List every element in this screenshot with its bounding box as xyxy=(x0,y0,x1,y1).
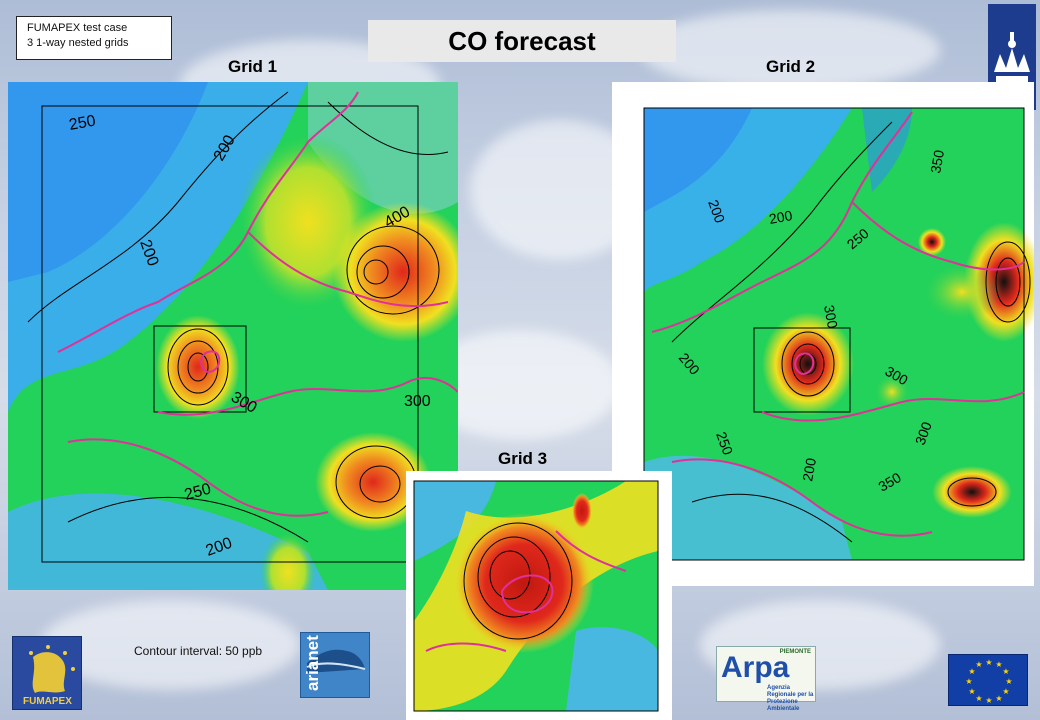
grid2-contour-label: 200 xyxy=(799,457,819,483)
grid1-contour-label: 250 xyxy=(68,113,97,134)
arianet-logo-text: arianet xyxy=(303,635,322,691)
test-case-info-box: FUMAPEX test case 3 1-way nested grids xyxy=(16,16,172,60)
grid1-contour-label: 250 xyxy=(183,481,213,504)
grid2-contour-label: 300 xyxy=(912,419,935,447)
svg-text:★: ★ xyxy=(975,660,982,669)
grid2-contour-label: 350 xyxy=(927,149,947,175)
grid2-map: 350 200 200 250 300 200 300 250 200 300 … xyxy=(612,82,1034,586)
svg-text:★: ★ xyxy=(975,694,982,703)
grid2-contour-label: 200 xyxy=(705,198,728,226)
grid2-contour-label: 250 xyxy=(713,430,736,458)
arpa-piemonte-logo: PIEMONTE Arpa Agenzia Regionale per la P… xyxy=(716,646,816,712)
background-cloud xyxy=(40,600,300,690)
svg-text:★: ★ xyxy=(1002,667,1009,676)
grid1-label: Grid 1 xyxy=(228,57,278,76)
fumapex-logo: FUMAPEX xyxy=(12,636,82,710)
contour-interval-note: Contour interval: 50 ppb xyxy=(134,644,263,658)
svg-text:★: ★ xyxy=(968,667,975,676)
fumapex-logo-text: FUMAPEX xyxy=(23,696,72,707)
grid2-contour-label: 200 xyxy=(768,207,794,227)
grid2-label: Grid 2 xyxy=(766,57,816,76)
svg-text:★: ★ xyxy=(985,658,992,667)
grid1-contour-label: 300 xyxy=(404,393,431,410)
grid3-label: Grid 3 xyxy=(498,449,548,468)
page-title: CO forecast xyxy=(368,20,676,62)
background-cloud xyxy=(640,10,940,90)
info-line-1: FUMAPEX test case xyxy=(27,22,128,34)
svg-text:★: ★ xyxy=(995,694,1002,703)
svg-text:★: ★ xyxy=(1005,677,1012,686)
arpa-logo-text: Arpa xyxy=(721,651,790,684)
svg-text:★: ★ xyxy=(985,696,992,705)
arpa-subtitle-text: Agenzia Regionale per la Protezione Ambi… xyxy=(767,685,814,712)
svg-text:★: ★ xyxy=(968,687,975,696)
grid3-map xyxy=(406,471,672,720)
eu-flag-icon: ★ ★ ★ ★ ★ ★ ★ ★ ★ ★ ★ ★ xyxy=(948,654,1028,706)
svg-text:★: ★ xyxy=(965,677,972,686)
arpa-region-text: PIEMONTE xyxy=(779,649,811,655)
arianet-logo: arianet xyxy=(300,632,370,698)
info-line-2: 3 1-way nested grids xyxy=(27,37,129,49)
svg-text:★: ★ xyxy=(995,660,1002,669)
grid1-map: 250 200 200 400 300 300 250 200 xyxy=(8,82,458,590)
grid2-contour-label: 300 xyxy=(821,304,841,330)
svg-text:★: ★ xyxy=(1002,687,1009,696)
